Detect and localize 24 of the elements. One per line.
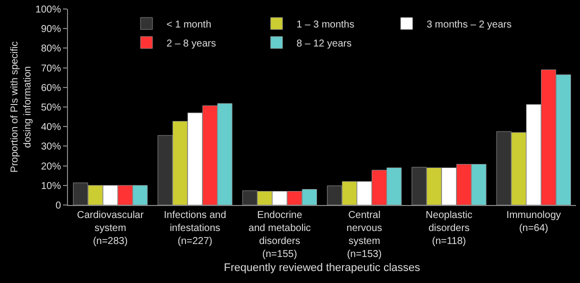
legend-label: 8 – 12 years <box>296 38 352 50</box>
y-axis-title: Proportion of PIs with specific dosing information <box>9 41 34 173</box>
y-tick-label: 90% <box>40 24 62 36</box>
x-tick-label: Infections and infestations (n=227) <box>164 210 226 247</box>
y-tick-label: 10% <box>40 180 62 192</box>
legend-label: < 1 month <box>166 19 212 30</box>
y-tick-label: 20% <box>40 161 62 172</box>
x-tick-label: Immunology (n=64) <box>506 210 561 234</box>
y-tick-label: 0 <box>55 200 62 212</box>
y-tick-label: 80% <box>40 44 62 55</box>
y-tick-label: 40% <box>40 122 62 134</box>
x-tick-label: Cardiovascular system (n=283) <box>76 210 144 247</box>
x-tick-label: Endocrine and metabolic disorders (n=155) <box>248 210 311 260</box>
y-tick-label: 100% <box>35 4 62 16</box>
legend-label: 2 – 8 years <box>166 38 216 50</box>
legend-label: 3 months – 2 years <box>426 19 512 30</box>
y-tick-label: 50% <box>40 102 62 114</box>
x-tick-label: Central nervous system (n=153) <box>346 210 382 260</box>
legend-label: 1 – 3 months <box>296 19 354 30</box>
y-tick-label: 30% <box>40 142 62 153</box>
x-axis-title: Frequently reviewed therapeutic classes <box>224 262 421 274</box>
y-tick-label: 60% <box>40 82 62 94</box>
x-tick-label: Neoplastic disorders (n=118) <box>426 210 472 247</box>
y-tick-label: 70% <box>40 63 62 74</box>
